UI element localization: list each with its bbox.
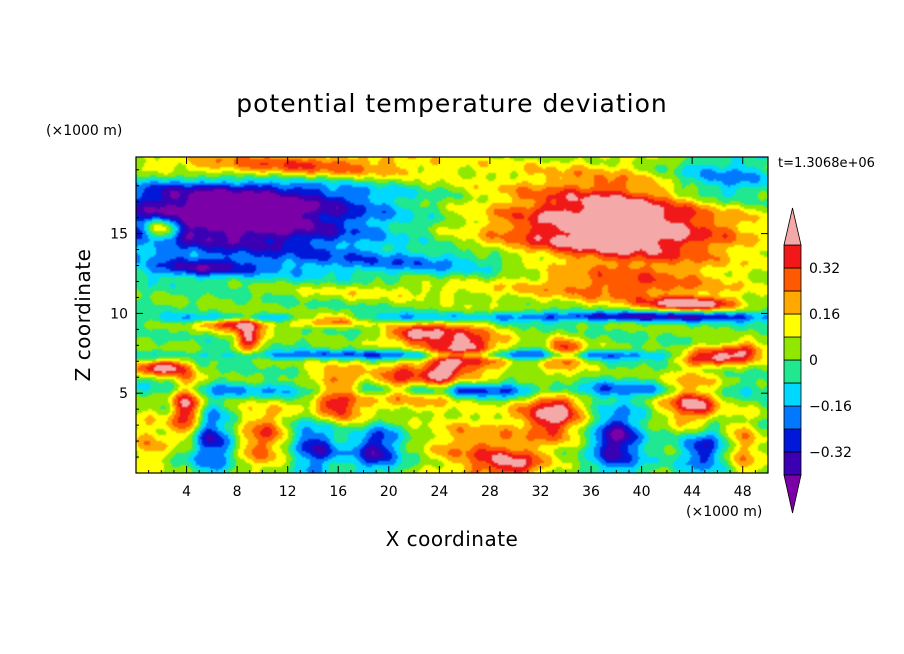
chart-title: potential temperature deviation <box>236 89 667 118</box>
x-tick-label: 24 <box>430 484 448 500</box>
colorbar-label: 0 <box>809 353 818 369</box>
x-tick-label: 32 <box>532 484 550 500</box>
colorbar-bin <box>783 428 802 453</box>
y-tick-label: 5 <box>119 386 128 402</box>
x-tick-label: 12 <box>279 484 297 500</box>
colorbar-label: −0.32 <box>809 445 852 461</box>
colorbar-extend-max <box>783 207 802 246</box>
colorbar-label: 0.16 <box>809 307 840 323</box>
x-tick-label: 36 <box>582 484 600 500</box>
x-axis-label: X coordinate <box>386 527 519 551</box>
contour-field <box>136 157 768 473</box>
colorbar-bin <box>783 451 802 476</box>
plot-area <box>136 157 768 473</box>
colorbar-bin <box>783 336 802 361</box>
y-unit-label: (×1000 m) <box>46 123 122 139</box>
colorbar-bin <box>783 359 802 384</box>
x-tick-label: 16 <box>329 484 347 500</box>
y-tick-label: 10 <box>110 306 128 322</box>
y-axis-label: Z coordinate <box>71 249 95 382</box>
x-tick-label: 4 <box>182 484 191 500</box>
time-label: t=1.3068e+06 <box>778 156 875 171</box>
colorbar-bin <box>783 313 802 338</box>
x-tick-label: 40 <box>633 484 651 500</box>
x-unit-label: (×1000 m) <box>686 504 762 520</box>
x-tick-label: 48 <box>734 484 752 500</box>
colorbar-bin <box>783 382 802 407</box>
colorbar-bin <box>783 244 802 269</box>
x-tick-label: 44 <box>683 484 701 500</box>
colorbar-bin <box>783 267 802 292</box>
x-tick-label: 8 <box>233 484 242 500</box>
x-tick-label: 28 <box>481 484 499 500</box>
x-axis: 4 8 12 16 20 24 28 32 36 40 44 48 <box>148 157 756 500</box>
colorbar-bin <box>783 290 802 315</box>
y-axis: 5 10 15 <box>110 169 768 458</box>
colorbar-label: −0.16 <box>809 399 852 415</box>
colorbar-label: 0.32 <box>809 261 840 277</box>
y-tick-label: 15 <box>110 227 128 243</box>
colorbar-extend-min <box>783 474 802 514</box>
x-tick-label: 20 <box>380 484 398 500</box>
colorbar-bin <box>783 405 802 430</box>
colorbar: −0.32 −0.16 0 0.16 0.32 <box>783 207 852 514</box>
